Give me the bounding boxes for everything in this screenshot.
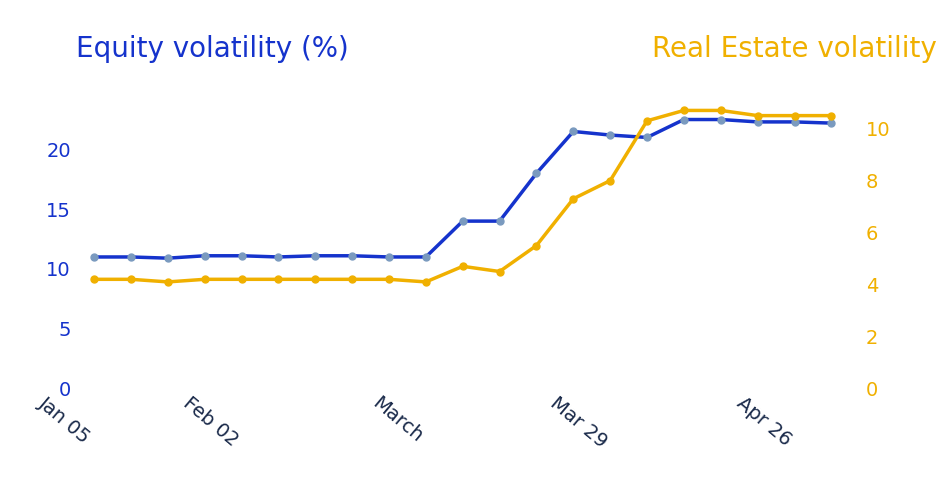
Text: Equity volatility (%): Equity volatility (%)	[76, 35, 348, 63]
Text: Real Estate volatility: Real Estate volatility	[652, 35, 937, 63]
